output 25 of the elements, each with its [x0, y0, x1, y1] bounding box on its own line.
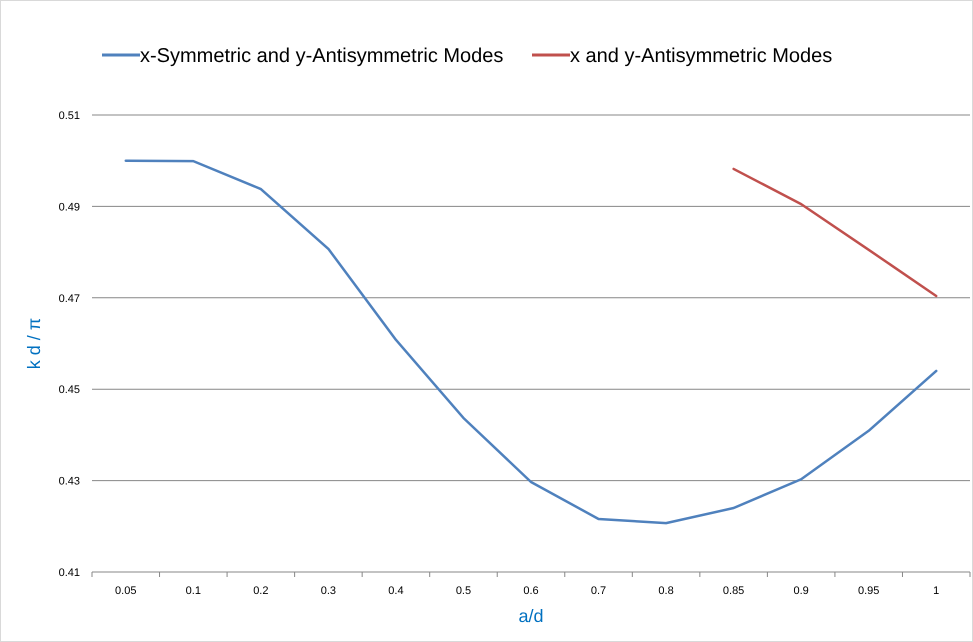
x-tick-label: 0.3 [320, 585, 336, 597]
y-axis-title: k d / π [24, 318, 44, 370]
y-tick-label: 0.47 [58, 292, 80, 305]
y-tick-label: 0.41 [58, 567, 80, 579]
y-tick-label: 0.43 [58, 476, 80, 488]
x-tick-label: 0.2 [253, 585, 268, 597]
x-tick-label: 0.9 [794, 585, 809, 597]
x-tick-label: 1 [933, 585, 940, 597]
legend-label: x and y-Antisymmetric Modes [570, 45, 832, 67]
x-tick-label: 0.4 [388, 585, 404, 597]
x-tick-label: 0.95 [858, 585, 880, 597]
x-tick-label: 0.5 [456, 585, 472, 597]
x-axis-title: a/d [518, 606, 544, 626]
y-tick-label: 0.45 [58, 384, 80, 396]
x-tick-label: 0.1 [186, 585, 201, 597]
legend-label: x-Symmetric and y-Antisymmetric Modes [140, 45, 504, 67]
line-series [732, 168, 938, 298]
y-tick-label: 0.49 [58, 201, 80, 214]
x-tick-label: 0.05 [115, 585, 136, 597]
x-tick-label: 0.6 [523, 585, 539, 597]
x-tick-label: 0.8 [658, 585, 674, 597]
x-tick-label: 0.85 [722, 585, 744, 597]
y-tick-label: 0.51 [58, 110, 80, 122]
x-tick-label: 0.7 [590, 585, 606, 597]
line-series [124, 159, 938, 524]
